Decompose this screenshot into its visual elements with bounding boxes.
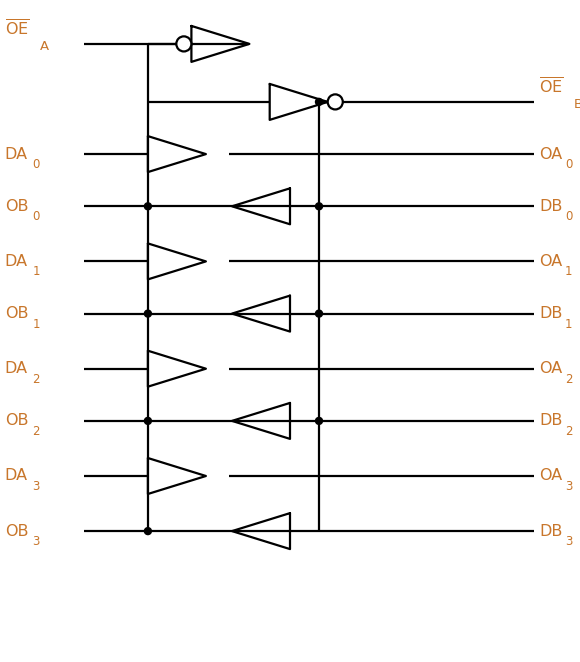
- Text: 0: 0: [565, 211, 572, 223]
- Text: DA: DA: [5, 469, 28, 483]
- Text: DB: DB: [539, 199, 563, 214]
- Text: OB: OB: [5, 524, 28, 539]
- Text: DA: DA: [5, 254, 28, 269]
- Text: 1: 1: [32, 318, 40, 330]
- Text: 0: 0: [32, 158, 40, 171]
- Text: 3: 3: [565, 535, 572, 548]
- Circle shape: [316, 310, 322, 317]
- Circle shape: [144, 528, 151, 535]
- Text: 3: 3: [32, 535, 40, 548]
- Text: 2: 2: [32, 373, 40, 386]
- Text: OA: OA: [539, 469, 563, 483]
- Text: A: A: [39, 40, 49, 54]
- Text: DB: DB: [539, 413, 563, 428]
- Text: OB: OB: [5, 306, 28, 321]
- Text: DA: DA: [5, 146, 28, 162]
- Text: 2: 2: [565, 373, 572, 386]
- Text: 0: 0: [32, 211, 40, 223]
- Circle shape: [316, 418, 322, 424]
- Text: OB: OB: [5, 199, 28, 214]
- Text: OB: OB: [5, 413, 28, 428]
- Text: OA: OA: [539, 146, 563, 162]
- Circle shape: [316, 99, 322, 105]
- Circle shape: [176, 36, 191, 52]
- Text: DB: DB: [539, 524, 563, 539]
- Circle shape: [144, 310, 151, 317]
- Circle shape: [144, 418, 151, 424]
- Circle shape: [316, 203, 322, 210]
- Text: DA: DA: [5, 361, 28, 376]
- Text: OA: OA: [539, 361, 563, 376]
- Text: 1: 1: [32, 265, 40, 278]
- Text: $\overline{\mathregular{OE}}$: $\overline{\mathregular{OE}}$: [5, 19, 30, 39]
- Text: 2: 2: [32, 425, 40, 438]
- Circle shape: [144, 203, 151, 210]
- Text: B: B: [574, 98, 580, 111]
- Text: 3: 3: [565, 480, 572, 493]
- Circle shape: [328, 95, 343, 109]
- Text: $\overline{\mathregular{OE}}$: $\overline{\mathregular{OE}}$: [539, 77, 564, 97]
- Text: DB: DB: [539, 306, 563, 321]
- Text: 1: 1: [565, 318, 572, 330]
- Text: OA: OA: [539, 254, 563, 269]
- Text: 1: 1: [565, 265, 572, 278]
- Text: 2: 2: [565, 425, 572, 438]
- Text: 3: 3: [32, 480, 40, 493]
- Text: 0: 0: [565, 158, 572, 171]
